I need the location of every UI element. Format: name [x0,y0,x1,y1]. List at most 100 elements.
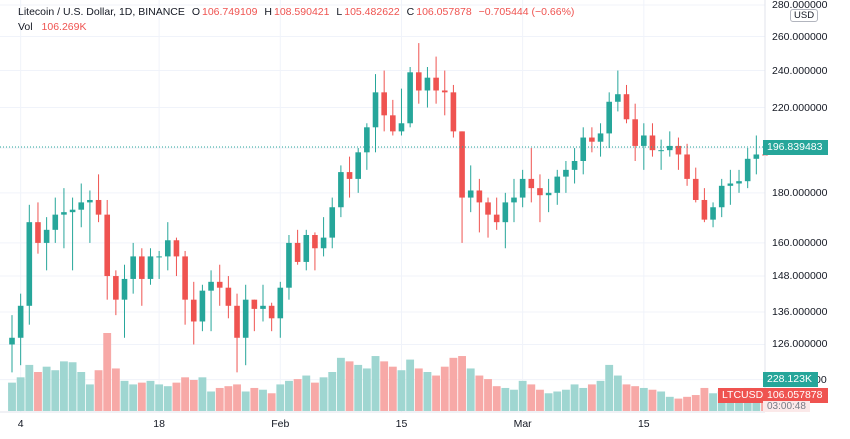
candle-down [649,135,656,151]
candle-down [35,222,41,243]
volume-bar [163,386,172,411]
volume-bar [172,382,181,411]
candle-up [519,178,526,198]
volume-bar [198,377,207,411]
volume-bar [129,384,138,411]
volume-bar [449,357,458,411]
volume-bar [510,389,518,411]
candle-up [130,256,136,279]
chart-grid [0,0,765,412]
candle-down [493,214,500,223]
candle-down [485,202,491,215]
y-tick-label: 240.000000 [772,64,828,77]
candle-up [69,209,76,213]
candle-down [139,256,145,279]
price-candles [9,43,768,373]
candle-up [61,212,67,215]
volume-bar [561,389,570,411]
candle-down [390,115,396,132]
low-value: 105.482622 [344,6,400,18]
candle-up [502,202,509,223]
volume-bar [475,375,484,411]
candle-up [260,305,266,309]
volume-bar [207,391,215,411]
low-label: L [336,6,343,18]
volume-bar [657,391,666,411]
candle-down [190,299,197,322]
candle-down [701,199,708,220]
candle-down [684,154,690,179]
volume-bar [665,396,674,411]
candle-down [415,72,422,91]
bar-countdown: 03:00:48 [763,401,810,412]
candle-up [597,133,604,142]
candle-down [268,305,275,319]
candle-up [121,278,128,300]
candle-down [104,214,111,277]
volume-bar [328,372,337,411]
currency-button[interactable]: USD [790,9,819,22]
volume-bar [302,375,311,411]
volume-bar [336,357,345,411]
candle-up [744,158,751,182]
volume-bar [94,370,103,411]
y-tick-label: 260.000000 [772,30,828,43]
volume-bar [518,380,527,411]
volume-bar [189,379,198,411]
volume-bar [319,377,328,411]
volume-bar [432,375,441,411]
volume-bar [553,391,562,411]
volume-bar [16,377,25,411]
candle-up [78,202,85,210]
volume-bar [371,356,380,411]
volume-bars [8,333,769,411]
candle-up [563,169,569,177]
volume-bar [458,356,466,411]
candle-up [571,160,578,170]
volume-bar [285,380,293,411]
volume-bar [700,387,709,411]
volume-bar [613,375,622,411]
candle-up [52,214,59,230]
candle-up [242,299,249,338]
volume-bar [501,387,510,411]
volume-bar [77,372,86,411]
volume-bar [137,382,146,411]
candle-down [113,276,119,300]
y-tick-label: 180.000000 [772,186,828,199]
x-tick-label: Mar [513,418,532,430]
candle-up [303,235,310,262]
volume-bar [233,384,241,411]
candle-down [216,281,223,288]
candle-up [147,256,154,279]
candle-down [234,305,240,338]
candle-down [623,94,630,120]
candle-up [364,127,370,153]
candle-down [433,77,439,91]
candle-down [476,190,483,203]
volume-bar [579,387,588,411]
volume-bar [34,372,42,411]
candle-up [208,281,214,291]
volume-bar [492,386,501,411]
candle-up [641,135,647,146]
candle-up [199,290,206,322]
candle-up [407,72,413,124]
candle-up [710,207,716,220]
volume-bar [414,368,423,411]
high-value: 108.590421 [274,6,330,18]
volume-bar [60,361,68,411]
candle-up [355,152,361,179]
volume-bar [241,391,250,411]
candle-up [511,197,517,203]
symbol-title: Litecoin / U.S. Dollar, 1D, BINANCE [18,6,185,18]
volume-bar [544,393,553,411]
volume-bar [484,379,492,411]
volume-bar [51,370,60,411]
x-tick-label: 4 [17,418,24,430]
volume-bar [8,382,16,411]
candle-up [467,190,474,198]
candle-up [545,192,552,196]
candle-down [441,90,448,93]
